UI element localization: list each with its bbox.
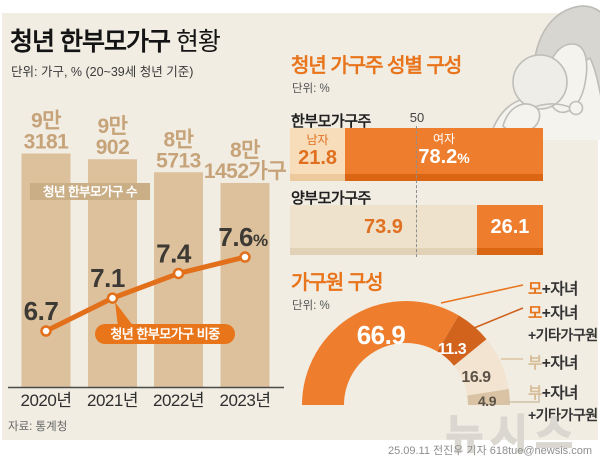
female-label: 여자 (433, 132, 456, 146)
newsis-watermark: 뉴시스 (445, 412, 581, 458)
page-title-strong: 청년 한부모가구 (10, 28, 171, 56)
gender-title-bold: 성별 구성 (387, 55, 462, 77)
member-chart-title: 가구원 구성 (291, 272, 384, 294)
legend-rest: +자녀 (541, 385, 579, 402)
legend-item-mother-children: 모+자녀 (528, 277, 578, 301)
axis-50-tick: 50 (409, 110, 425, 125)
gender-title-light: 청년 가구주 (291, 55, 388, 77)
legend-item-father-children-others: 부+자녀 +기타가구원 (528, 381, 598, 425)
legend-rest: +자녀 (541, 281, 579, 298)
two-parent-left-segment: 73.9 (290, 205, 477, 255)
single-parent-row-label: 한부모가구주 (291, 113, 371, 130)
two-parent-left-value: 73.9 (364, 215, 403, 238)
legend-rest: +자녀 (541, 305, 579, 322)
two-parent-row-label: 양부모가구주 (291, 190, 371, 207)
male-segment: 남자 21.8 (290, 128, 346, 181)
gender-chart-title: 청년 가구주 성별 구성 (291, 49, 462, 78)
page-title: 청년 한부모가구 현황 (10, 22, 221, 58)
female-value-percent-sign: % (457, 150, 470, 166)
male-label: 남자 (306, 132, 329, 147)
page-title-rest: 현황 (169, 28, 221, 56)
legend-prefix: 모 (528, 281, 542, 298)
female-value-number: 78.2 (418, 146, 458, 168)
legend-line2: +기타가구원 (528, 327, 598, 343)
page-unit-note: 단위: 가구, % (20~39세 청년 기준) (11, 65, 194, 79)
legend-prefix: 부 (528, 385, 542, 402)
legend-item-mother-children-others: 모+자녀 +기타가구원 (528, 301, 598, 345)
male-value: 21.8 (298, 146, 338, 169)
source-label: 자료: 통계청 (8, 421, 68, 433)
legend-item-father-children: 부+자녀 (528, 351, 578, 375)
credit-line: 25.09.11 전진우 기자 618tue@newsis.com (387, 445, 592, 457)
female-value: 78.2% (418, 146, 469, 169)
fifty-percent-dashed-line (416, 126, 417, 257)
two-parent-right-segment: 26.1 (476, 205, 543, 255)
legend-rest: +자녀 (541, 355, 579, 372)
legend-prefix: 모 (528, 305, 542, 322)
female-segment: 여자 78.2% (345, 128, 543, 181)
single-parent-gender-bar: 남자 21.8 여자 78.2% (290, 128, 543, 181)
legend-prefix: 부 (528, 355, 542, 372)
gender-unit-label: 단위: % (292, 83, 330, 95)
two-parent-right-value: 26.1 (490, 215, 530, 238)
legend-line2: +기타가구원 (528, 407, 598, 423)
two-parent-gender-bar: 73.9 26.1 (290, 205, 543, 255)
member-unit-label: 단위: % (292, 300, 330, 312)
